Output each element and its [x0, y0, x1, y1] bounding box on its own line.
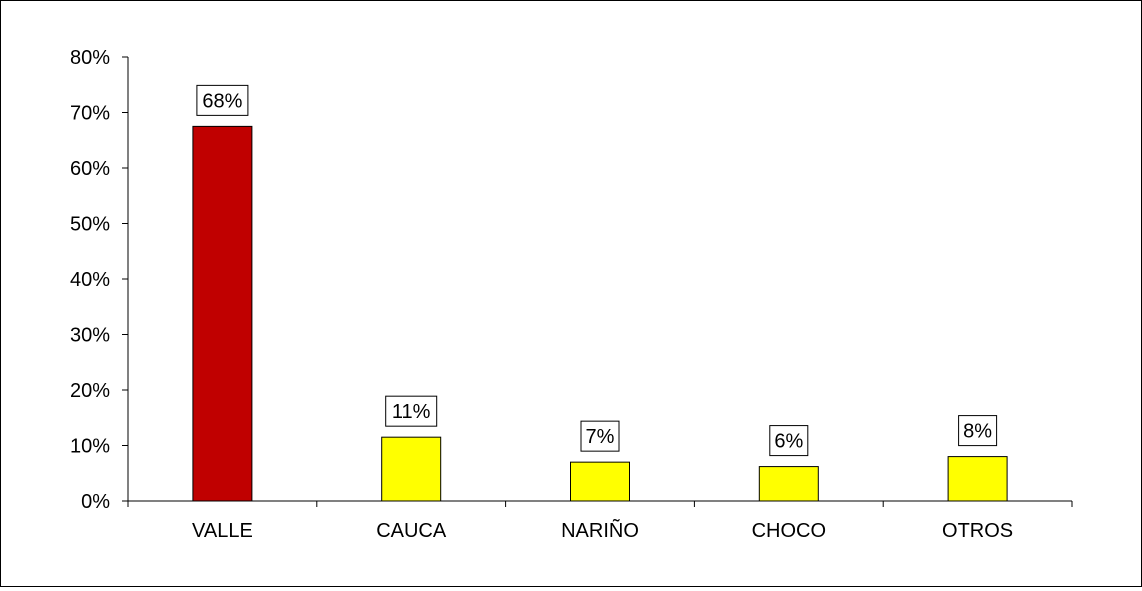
y-tick-label: 10% [70, 436, 110, 458]
data-label-box [958, 415, 998, 447]
data-label: 7% [586, 426, 615, 448]
data-labels: 68% 11% 7% 6% 8% [196, 84, 998, 457]
x-tick-label: VALLE [192, 520, 253, 542]
bar-otros [947, 456, 1008, 502]
x-tick-label: CHOCO [752, 520, 826, 542]
y-tick-label: 50% [70, 214, 110, 236]
y-tick-label: 70% [70, 103, 110, 125]
data-label-box [769, 425, 809, 457]
x-axis: VALLE CAUCA NARIÑO CHOCO OTROS [127, 500, 1073, 542]
bar-cauca [381, 436, 442, 502]
x-tick-label: OTROS [942, 520, 1013, 542]
y-tick-label: 20% [70, 380, 110, 402]
data-label-box [196, 84, 249, 116]
y-tick-label: 40% [70, 269, 110, 291]
y-tick-label: 30% [70, 325, 110, 347]
x-tick-label: NARIÑO [561, 518, 639, 542]
x-tick-label: CAUCA [376, 520, 447, 542]
y-tick-label: 0% [81, 491, 110, 513]
data-label-box [385, 395, 438, 427]
data-label-box [580, 420, 620, 452]
bar-valle [192, 125, 253, 502]
data-label: 68% [202, 90, 242, 112]
bars [192, 125, 1008, 502]
data-label: 11% [392, 401, 431, 423]
data-label: 6% [774, 431, 803, 453]
bar-choco [758, 466, 819, 502]
data-label: 8% [963, 421, 992, 443]
y-axis: 0% 10% 20% 30% 40% 50% 60% 70% 80% [70, 47, 129, 513]
bar-nariño [570, 461, 630, 502]
y-tick-label: 80% [70, 47, 110, 69]
y-tick-label: 60% [70, 158, 110, 180]
